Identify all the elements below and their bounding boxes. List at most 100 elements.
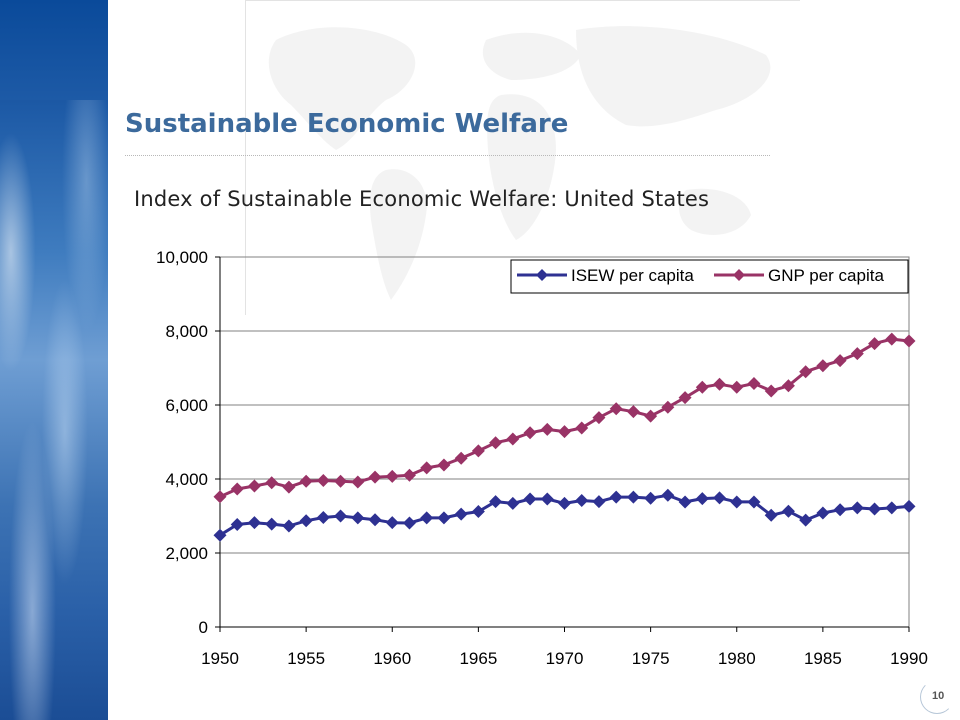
legend-marker-isew [536, 269, 548, 281]
map-guide-vertical [245, 0, 246, 315]
data-point-gnp [230, 482, 244, 496]
data-point-gnp [489, 436, 503, 450]
x-tick-label: 1990 [890, 649, 928, 668]
ticks-layer: 0 2,000 4,000 6,000 8,000 10,000 1950 1955 1960 1… [156, 248, 928, 668]
data-point-isew [506, 496, 520, 510]
data-point-isew [833, 503, 847, 517]
data-point-gnp [747, 377, 761, 391]
data-point-gnp [506, 432, 520, 446]
earth-image-strip [0, 0, 108, 720]
data-point-isew [661, 488, 675, 502]
data-point-isew [489, 495, 503, 509]
data-point-isew [816, 506, 830, 520]
data-point-gnp [351, 475, 365, 489]
data-point-gnp [695, 380, 709, 394]
data-point-isew [402, 516, 416, 530]
data-point-gnp [540, 422, 554, 436]
x-tick-label: 1970 [546, 649, 584, 668]
x-tick-label: 1955 [287, 649, 325, 668]
data-point-isew [850, 501, 864, 515]
data-point-isew [902, 499, 916, 513]
data-point-gnp [402, 468, 416, 482]
series-line-gnp [219, 337, 910, 499]
y-tick-label: 4,000 [165, 470, 208, 489]
data-point-gnp [454, 451, 468, 465]
data-point-gnp [850, 347, 864, 361]
data-point-gnp [247, 479, 261, 493]
x-tick-label: 1960 [373, 649, 411, 668]
data-point-gnp [885, 332, 899, 346]
legend-label-gnp: GNP per capita [768, 266, 884, 285]
data-point-isew [351, 511, 365, 525]
earth-space-band [0, 0, 108, 100]
data-point-isew [558, 496, 571, 510]
data-point-gnp [609, 402, 623, 416]
data-point-gnp [385, 469, 399, 483]
x-tick-label: 1975 [632, 649, 670, 668]
data-point-isew [420, 511, 434, 525]
data-point-isew [299, 514, 313, 528]
legend-label-isew: ISEW per capita [571, 266, 694, 285]
data-point-gnp [713, 377, 727, 391]
data-point-isew [316, 510, 330, 524]
data-point-isew [334, 509, 348, 523]
y-tick-label: 6,000 [165, 396, 208, 415]
data-point-isew [885, 501, 899, 515]
data-point-gnp [781, 379, 795, 393]
y-tick-label: 2,000 [165, 544, 208, 563]
page-number: 10 [932, 690, 945, 702]
data-point-gnp [437, 458, 451, 472]
data-point-gnp [799, 365, 813, 379]
data-point-isew [454, 507, 468, 521]
data-point-isew [747, 495, 761, 509]
data-point-isew [368, 513, 382, 527]
data-point-isew [626, 490, 640, 504]
title-divider [125, 155, 770, 156]
data-point-isew [609, 490, 623, 504]
legend-box [510, 259, 909, 294]
data-point-gnp [471, 444, 485, 458]
data-point-isew [781, 504, 795, 518]
data-point-gnp [626, 405, 640, 419]
data-point-gnp [902, 334, 916, 348]
y-tick-label: 10,000 [156, 248, 208, 267]
y-tick-label: 8,000 [165, 322, 208, 341]
data-point-isew [592, 495, 606, 509]
legend: ISEW per capita GNP per capita [510, 259, 909, 294]
plot-area-frame [219, 256, 910, 628]
data-point-gnp [661, 400, 675, 414]
x-tick-label: 1980 [718, 649, 756, 668]
series-layer [213, 332, 916, 542]
world-map-background [268, 26, 771, 300]
data-point-isew [575, 493, 589, 507]
legend-marker-gnp [733, 269, 745, 281]
data-point-gnp [523, 426, 537, 440]
data-point-gnp [833, 354, 847, 368]
data-point-isew [437, 511, 451, 525]
data-point-isew [265, 517, 279, 531]
page-number-circle [920, 680, 954, 714]
data-point-gnp [420, 461, 434, 475]
data-point-isew [678, 495, 692, 509]
data-point-gnp [213, 490, 227, 504]
data-point-gnp [316, 473, 330, 487]
data-point-isew [644, 491, 658, 505]
chart-title: Index of Sustainable Economic Welfare: U… [134, 187, 710, 211]
data-point-isew [764, 508, 778, 522]
data-point-isew [730, 495, 744, 509]
data-point-gnp [868, 337, 882, 351]
data-point-gnp [575, 421, 589, 435]
data-point-gnp [282, 480, 296, 494]
data-point-isew [282, 519, 296, 533]
data-point-gnp [368, 470, 382, 484]
map-guide-horizontal [245, 0, 800, 1]
x-tick-label: 1965 [459, 649, 497, 668]
data-point-isew [247, 516, 261, 530]
data-point-gnp [334, 474, 348, 488]
data-point-gnp [558, 425, 571, 439]
data-point-isew [695, 492, 709, 506]
data-point-gnp [816, 359, 830, 373]
x-tick-label: 1985 [804, 649, 842, 668]
data-point-isew [385, 516, 399, 530]
